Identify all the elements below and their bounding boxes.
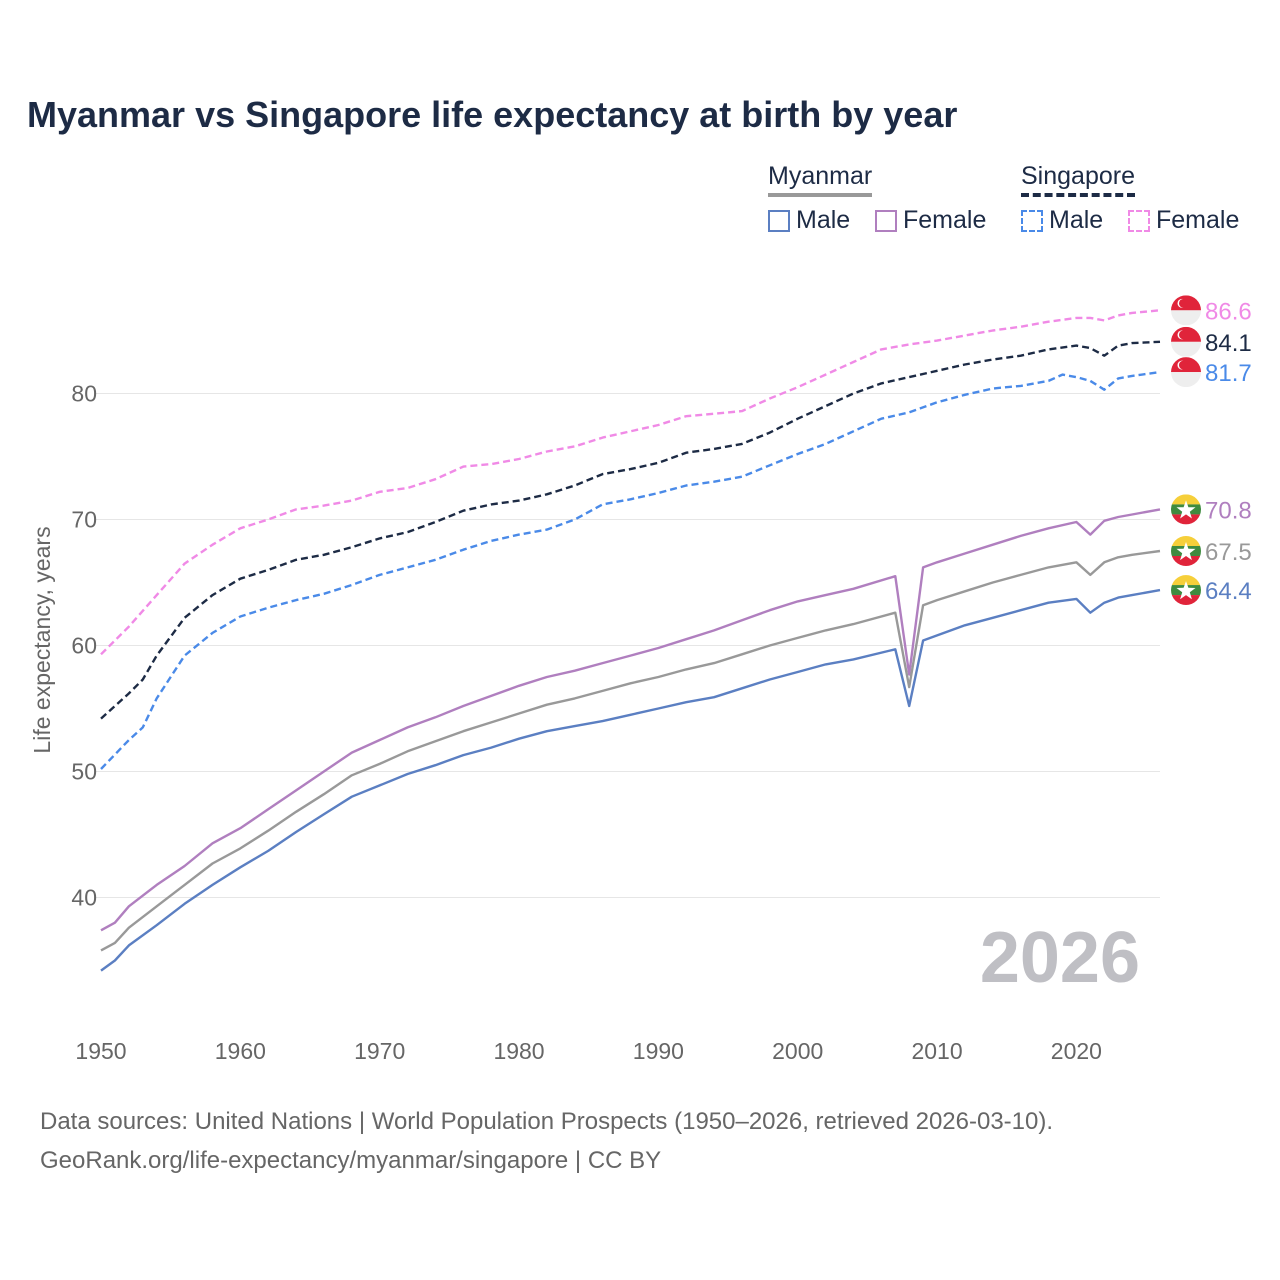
legend-item-singapore-female[interactable]: Female [1128, 206, 1239, 235]
legend-label: Female [1156, 206, 1240, 234]
legend-label: Male [1049, 206, 1104, 234]
end-value-label: 67.5 [1205, 539, 1252, 566]
singapore-flag-icon [1171, 295, 1201, 326]
y-tick-label: 50 [71, 759, 97, 785]
singapore-flag-icon [1171, 357, 1201, 388]
x-tick-label: 1980 [493, 1038, 544, 1064]
x-tick-label: 1960 [215, 1038, 266, 1064]
series-line-singapore-total [100, 340, 1161, 720]
legend-swatch [1021, 210, 1043, 232]
x-tick-label: 2010 [911, 1038, 962, 1064]
legend-label: Male [796, 206, 851, 234]
x-tick-label: 1950 [75, 1038, 126, 1064]
legend-swatch [1128, 210, 1150, 232]
series-line-myanmar-female [100, 508, 1161, 932]
legend-item-myanmar-female[interactable]: Female [875, 206, 986, 235]
source-line-2[interactable]: GeoRank.org/life-expectancy/myanmar/sing… [40, 1147, 662, 1174]
series-line-myanmar-total [100, 549, 1161, 952]
end-markers: 86.6 84.1 81.7 70.8 67.5 64.4 [1171, 295, 1252, 606]
y-tick-labels: 40 50 60 70 80 [71, 381, 97, 911]
x-tick-label: 1990 [633, 1038, 684, 1064]
legend-group-myanmar: Myanmar [768, 162, 873, 197]
end-value-label: 81.7 [1205, 360, 1252, 387]
y-tick-label: 40 [71, 885, 97, 911]
series-line-singapore-female [100, 309, 1161, 656]
series-lines [100, 309, 1161, 972]
end-value-label: 86.6 [1205, 298, 1252, 325]
singapore-flag-icon [1171, 326, 1201, 357]
myanmar-flag-icon [1171, 575, 1201, 606]
y-tick-label: 60 [71, 633, 97, 659]
year-watermark: 2026 [980, 918, 1140, 998]
y-tick-label: 80 [71, 381, 97, 407]
myanmar-flag-icon [1171, 536, 1201, 566]
legend-group-label: Myanmar [768, 162, 873, 197]
legend-group-label: Singapore [1021, 162, 1135, 197]
legend-label: Female [903, 206, 987, 234]
legend-item-singapore-male[interactable]: Male [1021, 206, 1103, 235]
chart-title: Myanmar vs Singapore life expectancy at … [27, 94, 958, 135]
legend-group-singapore: Singapore [1021, 162, 1135, 197]
y-axis-label: Life expectancy, years [29, 526, 55, 753]
series-line-myanmar-male [100, 588, 1161, 972]
series-line-singapore-male [100, 370, 1161, 770]
x-tick-label: 2020 [1051, 1038, 1102, 1064]
gridlines [95, 393, 1160, 898]
legend-swatch [875, 210, 897, 232]
legend-item-myanmar-male[interactable]: Male [768, 206, 850, 235]
x-tick-label: 2000 [772, 1038, 823, 1064]
end-value-label: 70.8 [1205, 497, 1252, 524]
end-value-label: 64.4 [1205, 578, 1252, 605]
myanmar-flag-icon [1171, 494, 1201, 525]
end-value-label: 84.1 [1205, 330, 1252, 357]
legend-swatch [768, 210, 790, 232]
x-tick-label: 1970 [354, 1038, 405, 1064]
x-tick-labels: 1950 1960 1970 1980 1990 2000 2010 2020 [75, 1038, 1102, 1064]
y-tick-label: 70 [71, 507, 97, 533]
source-line-1: Data sources: United Nations | World Pop… [40, 1108, 1054, 1135]
